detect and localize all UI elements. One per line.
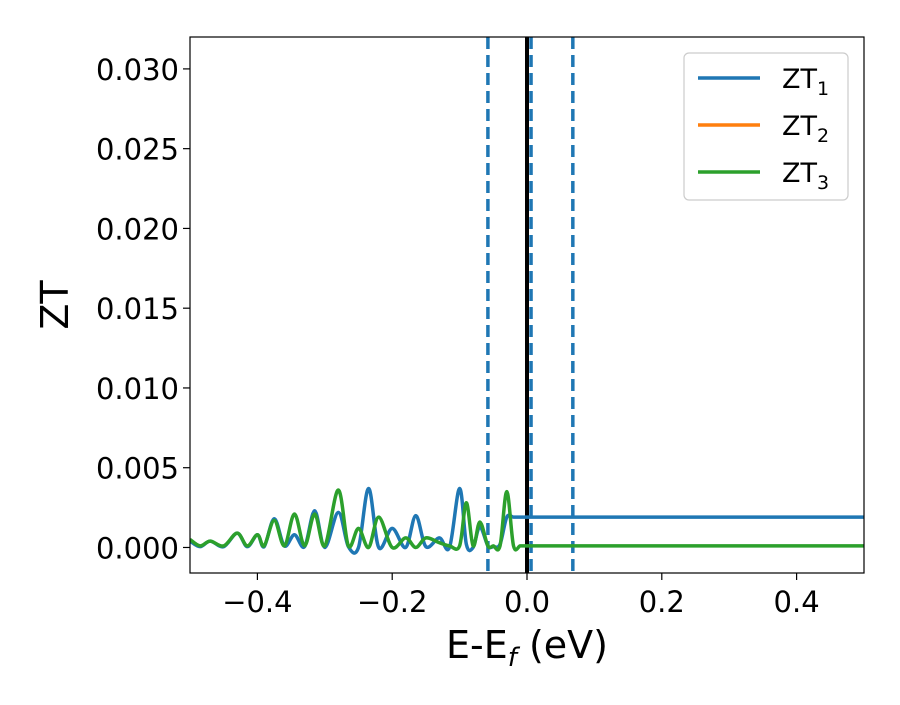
series-line-3 (190, 488, 864, 552)
x-tick-label: 0.2 (639, 585, 685, 619)
x-tick-label: −0.2 (357, 585, 427, 619)
y-axis-title: ZT (33, 280, 77, 330)
x-tick-label: 0.0 (504, 585, 550, 619)
legend-label-2: ZT2 (782, 111, 829, 147)
x-axis-title: E-Ef (eV) (446, 623, 608, 673)
reference-lines (486, 37, 575, 573)
legend-label-3: ZT3 (782, 158, 829, 194)
legend-label-1: ZT1 (782, 64, 829, 100)
legend-box (683, 52, 849, 201)
y-tick-label: 0.015 (96, 292, 179, 326)
series-layer (190, 486, 864, 555)
x-tick-label: −0.4 (222, 585, 292, 619)
y-axis-ticks: 0.000 0.005 0.010 0.015 0.020 0.025 0.030 (96, 53, 190, 565)
x-axis-ticks: −0.4 −0.2 0.0 0.2 0.4 (222, 573, 820, 619)
y-tick-label: 0.030 (96, 53, 179, 87)
legend: ZT1 ZT2 ZT3 (683, 52, 849, 201)
y-tick-label: 0.000 (96, 531, 179, 565)
y-tick-label: 0.005 (96, 452, 179, 486)
x-tick-label: 0.4 (774, 585, 820, 619)
y-tick-label: 0.010 (96, 372, 179, 406)
y-tick-label: 0.025 (96, 133, 179, 167)
y-tick-label: 0.020 (96, 212, 179, 246)
